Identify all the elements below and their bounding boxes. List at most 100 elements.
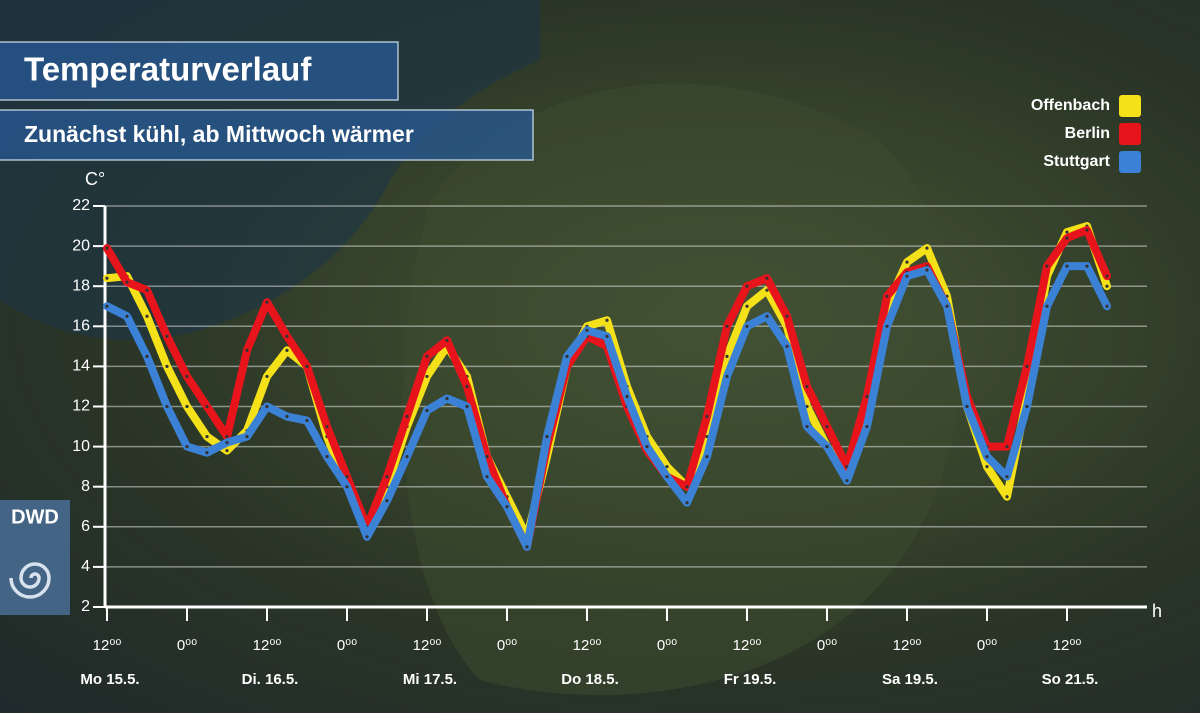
- data-point: [385, 475, 389, 479]
- x-tick-label: 12⁰⁰: [893, 637, 922, 654]
- data-point: [165, 404, 169, 409]
- data-point: [265, 374, 269, 379]
- data-point: [685, 485, 689, 489]
- data-point: [1065, 236, 1069, 240]
- legend-swatch: [1119, 95, 1141, 117]
- data-point: [805, 424, 809, 429]
- data-point: [145, 354, 149, 358]
- data-point: [145, 288, 149, 292]
- data-point: [405, 455, 409, 459]
- data-point: [185, 404, 189, 409]
- data-point: [245, 348, 249, 352]
- x-tick-label: 0⁰⁰: [337, 637, 357, 654]
- data-point: [405, 414, 409, 419]
- day-label: Do 18.5.: [561, 671, 619, 688]
- chart-title: Temperaturverlauf: [24, 51, 312, 88]
- legend-label: Stuttgart: [1043, 153, 1110, 170]
- data-point: [105, 276, 109, 280]
- data-point: [925, 268, 929, 272]
- data-point: [285, 414, 289, 419]
- data-point: [1005, 445, 1009, 449]
- data-point: [725, 354, 729, 358]
- data-point: [225, 449, 229, 453]
- data-point: [665, 475, 669, 479]
- data-point: [825, 445, 829, 449]
- data-point: [445, 338, 449, 342]
- data-point: [325, 455, 329, 459]
- data-point: [745, 284, 749, 288]
- data-point: [905, 260, 909, 264]
- day-label: Mi 17.5.: [403, 671, 457, 688]
- data-point: [725, 324, 729, 328]
- x-tick-label: 0⁰⁰: [657, 637, 677, 654]
- data-point: [145, 314, 149, 318]
- data-point: [185, 445, 189, 449]
- data-point: [785, 314, 789, 318]
- data-point: [685, 501, 689, 505]
- data-point: [165, 334, 169, 338]
- data-point: [1005, 495, 1009, 499]
- data-point: [265, 300, 269, 304]
- data-point: [245, 434, 249, 439]
- data-point: [1105, 274, 1109, 278]
- legend-label: Berlin: [1065, 125, 1110, 142]
- y-tick-label: 20: [72, 237, 90, 254]
- data-point: [205, 451, 209, 455]
- y-tick-label: 12: [72, 398, 90, 415]
- data-point: [805, 384, 809, 389]
- data-point: [625, 394, 629, 399]
- data-point: [865, 394, 869, 399]
- legend-swatch: [1119, 151, 1141, 173]
- logo-text: DWD: [11, 506, 59, 528]
- data-point: [505, 505, 509, 509]
- data-point: [705, 414, 709, 419]
- x-tick-label: 0⁰⁰: [817, 637, 837, 654]
- data-point: [925, 246, 929, 250]
- data-point: [605, 318, 609, 322]
- data-point: [465, 384, 469, 389]
- data-point: [765, 314, 769, 318]
- y-tick-label: 2: [81, 598, 90, 615]
- data-point: [285, 348, 289, 352]
- subtitle-box: [0, 109, 534, 161]
- data-point: [205, 404, 209, 409]
- data-point: [465, 404, 469, 409]
- x-axis-label: h: [1152, 601, 1162, 621]
- data-point: [785, 344, 789, 348]
- y-tick-label: 10: [72, 438, 90, 455]
- data-point: [945, 304, 949, 308]
- day-label: Mo 15.5.: [80, 671, 139, 688]
- data-point: [985, 465, 989, 469]
- land: [402, 83, 960, 696]
- data-point: [845, 479, 849, 483]
- data-point: [485, 475, 489, 479]
- data-point: [665, 465, 669, 469]
- data-point: [105, 246, 109, 250]
- data-point: [125, 280, 129, 284]
- y-tick-label: 14: [72, 358, 90, 375]
- data-point: [485, 455, 489, 459]
- data-point: [1005, 475, 1009, 479]
- y-tick-label: 18: [72, 277, 90, 294]
- legend-label: Offenbach: [1031, 97, 1110, 114]
- data-point: [825, 424, 829, 429]
- x-tick-label: 12⁰⁰: [93, 637, 122, 654]
- data-point: [225, 434, 229, 439]
- data-point: [345, 475, 349, 479]
- logo-swirl: [9, 562, 51, 599]
- data-point: [885, 294, 889, 298]
- data-point: [1025, 364, 1029, 368]
- data-point: [1045, 304, 1049, 308]
- data-point: [365, 535, 369, 539]
- data-point: [905, 274, 909, 278]
- data-point: [265, 404, 269, 409]
- x-tick-label: 12⁰⁰: [253, 637, 282, 654]
- data-point: [165, 364, 169, 368]
- day-label: Di. 16.5.: [242, 671, 299, 688]
- data-point: [305, 418, 309, 423]
- data-point: [425, 374, 429, 379]
- data-point: [125, 314, 129, 318]
- data-point: [425, 354, 429, 358]
- x-tick-label: 0⁰⁰: [977, 637, 997, 654]
